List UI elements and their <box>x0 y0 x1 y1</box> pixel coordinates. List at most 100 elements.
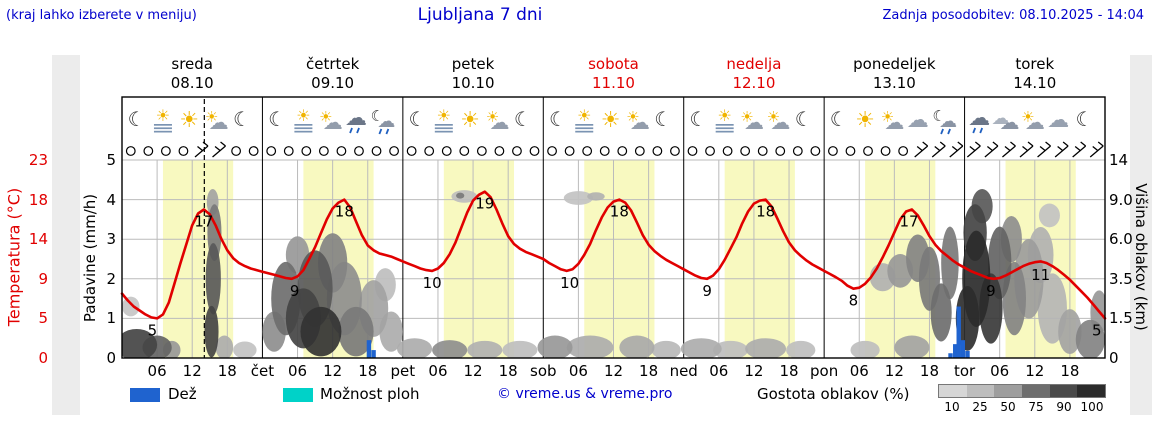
cloud-cover-icon <box>406 146 417 156</box>
cloud-cover-icon <box>599 146 610 156</box>
moon-rain-icon: ☾☁ <box>371 107 395 135</box>
svg-text:☁: ☁ <box>489 110 509 134</box>
temp-value-label: 5 <box>1092 321 1102 339</box>
svg-text:☀: ☀ <box>601 108 621 133</box>
cloud-cover-icon <box>354 146 364 156</box>
hour-tick: 12 <box>182 362 202 380</box>
cloud-cover-icon <box>845 146 856 156</box>
day-name: ponedeljek <box>853 55 936 73</box>
svg-text:☾: ☾ <box>268 107 286 131</box>
day-header: torek 14.10 <box>965 55 1105 93</box>
cloud-cover-icon <box>863 146 873 156</box>
temperature-tick: 18 <box>28 190 48 209</box>
svg-text:☀: ☀ <box>486 108 499 126</box>
temperature-tick: 0 <box>38 349 48 367</box>
cloud-cover-icon <box>810 146 821 156</box>
svg-text:☁: ☁ <box>1025 110 1045 134</box>
svg-text:☁: ☁ <box>884 110 904 134</box>
svg-text:☀: ☀ <box>205 108 218 126</box>
wind-barb-icon <box>194 141 209 158</box>
day-abbrev-tick: sob <box>530 362 557 380</box>
temp-value-label: 9 <box>986 282 996 300</box>
cloud-cover-icon <box>547 146 557 156</box>
svg-text:☾: ☾ <box>233 107 251 131</box>
partly-icon: ☀☁ <box>767 108 791 134</box>
partly-icon: ☀☁ <box>740 108 764 134</box>
precipitation-tick: 5 <box>106 151 116 169</box>
cloud-cover-icon <box>792 146 803 156</box>
wind-barb-icon <box>966 141 981 158</box>
svg-text:☀: ☀ <box>881 108 894 126</box>
sun-icon: ☀ <box>460 108 480 133</box>
cloud-icon: ☁ <box>907 108 929 133</box>
svg-text:☾: ☾ <box>514 107 532 131</box>
cloud-cover-icon <box>529 146 540 156</box>
clouds-icon: ☁☁ <box>992 108 1020 134</box>
cloud-cover-icon <box>424 146 435 156</box>
rain-legend-swatch <box>130 388 160 402</box>
svg-text:☀: ☀ <box>718 106 732 125</box>
precipitation-tick: 3 <box>106 230 116 249</box>
day-abbrev-tick: pon <box>810 362 839 380</box>
precipitation-tick: 2 <box>106 269 116 288</box>
cloud-cover-icon <box>828 146 838 156</box>
svg-text:☁: ☁ <box>1047 108 1069 133</box>
day-name: sreda <box>171 55 213 73</box>
temperature-axis-label: Temperatura (°C) <box>4 187 24 327</box>
day-name: torek <box>1015 55 1055 73</box>
day-date: 09.10 <box>311 74 355 92</box>
hour-tick: 12 <box>884 362 904 380</box>
temp-value-label: 9 <box>702 282 712 300</box>
cloud-cover-icon <box>740 146 751 156</box>
svg-text:☀: ☀ <box>740 108 753 126</box>
svg-text:☾: ☾ <box>689 107 707 131</box>
partly-icon: ☀☁ <box>205 108 229 134</box>
cloud-height-tick: 3.5 <box>1109 269 1133 288</box>
wind-barb-icon <box>1089 141 1104 158</box>
temp-value-label: 17 <box>194 213 213 231</box>
sun-fog-icon: ☀ <box>715 106 734 133</box>
moon-icon: ☾ <box>1076 107 1094 131</box>
cloud-cover-icon <box>125 146 136 156</box>
moon-icon: ☾ <box>549 107 567 131</box>
svg-text:☀: ☀ <box>179 108 199 133</box>
rain-cloud-icon: ☁ <box>345 106 367 134</box>
wind-barb-icon <box>1072 141 1087 158</box>
wind-barb-icon <box>1037 141 1051 158</box>
cloud-cover-icon <box>670 146 680 156</box>
wind-barb-icon <box>212 141 226 158</box>
svg-text:☀: ☀ <box>767 108 780 126</box>
wind-barb-icon <box>914 141 929 158</box>
svg-text:☁: ☁ <box>345 106 367 131</box>
cloud-height-tick: 0 <box>1109 349 1119 367</box>
svg-text:☁: ☁ <box>377 111 395 132</box>
svg-text:☾: ☾ <box>1076 107 1094 131</box>
wind-barb-icon <box>931 141 946 158</box>
partly-icon: ☀☁ <box>1021 108 1045 134</box>
precipitation-tick: 1 <box>106 309 116 328</box>
cloud-cover-icon <box>336 146 347 156</box>
svg-text:☾: ☾ <box>409 107 427 131</box>
day-name: sobota <box>588 55 639 73</box>
cloud-cover-icon <box>705 146 715 156</box>
day-header: ponedeljek 13.10 <box>824 55 964 93</box>
sun-fog-icon: ☀ <box>434 106 453 133</box>
sun-icon: ☀ <box>855 108 875 133</box>
precipitation-tick: 4 <box>106 190 116 209</box>
cloud-cover-icon <box>634 146 645 156</box>
cloud-density-scale <box>938 384 1106 398</box>
density-swatch <box>994 385 1023 397</box>
copyright-link[interactable]: © vreme.us & vreme.pro <box>497 386 673 402</box>
density-tick: 10 <box>944 400 960 414</box>
svg-text:☾: ☾ <box>795 107 813 131</box>
cloud-cover-icon <box>143 146 154 156</box>
day-header: petek 10.10 <box>403 55 543 93</box>
svg-text:☁: ☁ <box>1000 110 1020 134</box>
svg-text:☁: ☁ <box>209 110 229 134</box>
density-swatch <box>1077 385 1106 397</box>
daylight-bands <box>162 160 1076 358</box>
cloud-cover-icon <box>301 146 312 156</box>
hour-tick: 18 <box>779 362 799 380</box>
cloud-cover-icon <box>160 146 171 156</box>
density-tick: 50 <box>1000 400 1016 414</box>
